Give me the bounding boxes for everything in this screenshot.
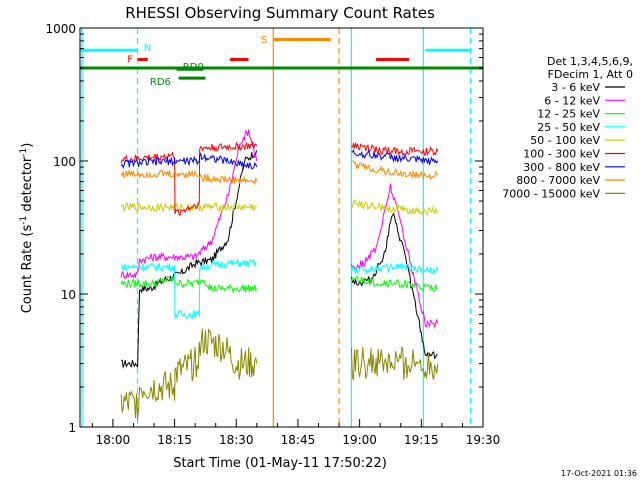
x-tick-label-1: 18:15 [157, 433, 192, 447]
x-tick-label-4: 19:00 [342, 433, 377, 447]
series-line-orbit2-7 [351, 160, 439, 181]
x-tick-label-3: 18:45 [281, 433, 316, 447]
y-tick-label-0: 1 [68, 421, 76, 435]
footer-date: 17-Oct-2021 01:36 [561, 469, 637, 478]
series-line-1 [120, 129, 258, 280]
legend-entry-2: 12 - 25 keV [537, 108, 600, 121]
x-tick-label-6: 19:30 [466, 433, 501, 447]
series-line-5 [120, 140, 258, 217]
x-axis-label: Start Time (01-May-11 17:50:22) [173, 456, 387, 471]
legend-entry-0: 3 - 6 keV [551, 81, 600, 94]
x-tick-label-2: 18:30 [219, 433, 254, 447]
y-tick-label-2: 100 [53, 155, 76, 169]
legend-header-0: Det 1,3,4,5,6,9, [547, 55, 633, 68]
y-tick-label-3: 1000 [45, 22, 76, 36]
y-axis-label-tail: detector [20, 156, 35, 216]
legend-entry-5: 100 - 300 keV [523, 148, 600, 161]
y-axis-label-sup2: -1 [19, 148, 29, 157]
series-line-6 [120, 152, 258, 170]
flag-label-2: F [127, 54, 133, 65]
flag-label-0: N [144, 43, 151, 54]
legend-entry-7: 800 - 7000 keV [516, 174, 600, 187]
plot-frame [79, 27, 484, 428]
legend-entry-1: 6 - 12 keV [544, 94, 600, 107]
legend-entry-6: 300 - 800 keV [523, 161, 600, 174]
svg-text:Count Rate (s-1 detector-1): Count Rate (s-1 detector-1) [19, 143, 35, 314]
ticks-layer: 18:00 18:15 18:30 18:45 19:00 19:15 19:30 1 10 10… [45, 22, 500, 447]
legend-entry-8: 7000 - 15000 keV [502, 187, 600, 200]
series-line-orbit2-5 [351, 141, 439, 157]
y-axis-label-main: Count Rate (s [20, 225, 35, 314]
legend: Det 1,3,4,5,6,9,FDecim 1, Att 03 - 6 keV… [502, 55, 633, 200]
y-axis-label-close: ) [20, 143, 35, 148]
series-line-3 [120, 258, 258, 321]
legend-entry-4: 50 - 100 keV [530, 134, 600, 147]
series-line-2 [120, 275, 258, 294]
x-tick-label-0: 18:00 [96, 433, 131, 447]
series-line-orbit2-2 [350, 275, 439, 292]
series-line-orbit2-4 [350, 198, 439, 217]
series-line-8 [120, 328, 258, 420]
series-line-orbit2-3 [350, 262, 439, 275]
flag-label-4: RD6 [150, 77, 171, 88]
y-axis-label-sup1: -1 [19, 216, 29, 225]
series-layer [120, 129, 439, 420]
x-tick-label-5: 19:15 [404, 433, 439, 447]
series-line-orbit2-8 [350, 346, 439, 381]
legend-header-1: FDecim 1, Att 0 [548, 68, 633, 81]
y-axis-label: Count Rate (s-1 detector-1) [19, 143, 35, 314]
series-line-orbit2-6 [351, 148, 439, 165]
series-line-4 [120, 202, 258, 213]
legend-entry-3: 25 - 50 keV [537, 121, 600, 134]
series-line-7 [120, 168, 258, 186]
series-line-orbit2-0 [350, 212, 438, 360]
y-tick-label-1: 10 [61, 288, 76, 302]
series-line-0 [121, 150, 258, 369]
flag-label-6: S [261, 35, 267, 46]
chart-title: RHESSI Observing Summary Count Rates [125, 4, 435, 22]
series-line-orbit2-1 [350, 183, 439, 329]
flag-bars-layer: NFRD0RD6S [80, 35, 483, 88]
